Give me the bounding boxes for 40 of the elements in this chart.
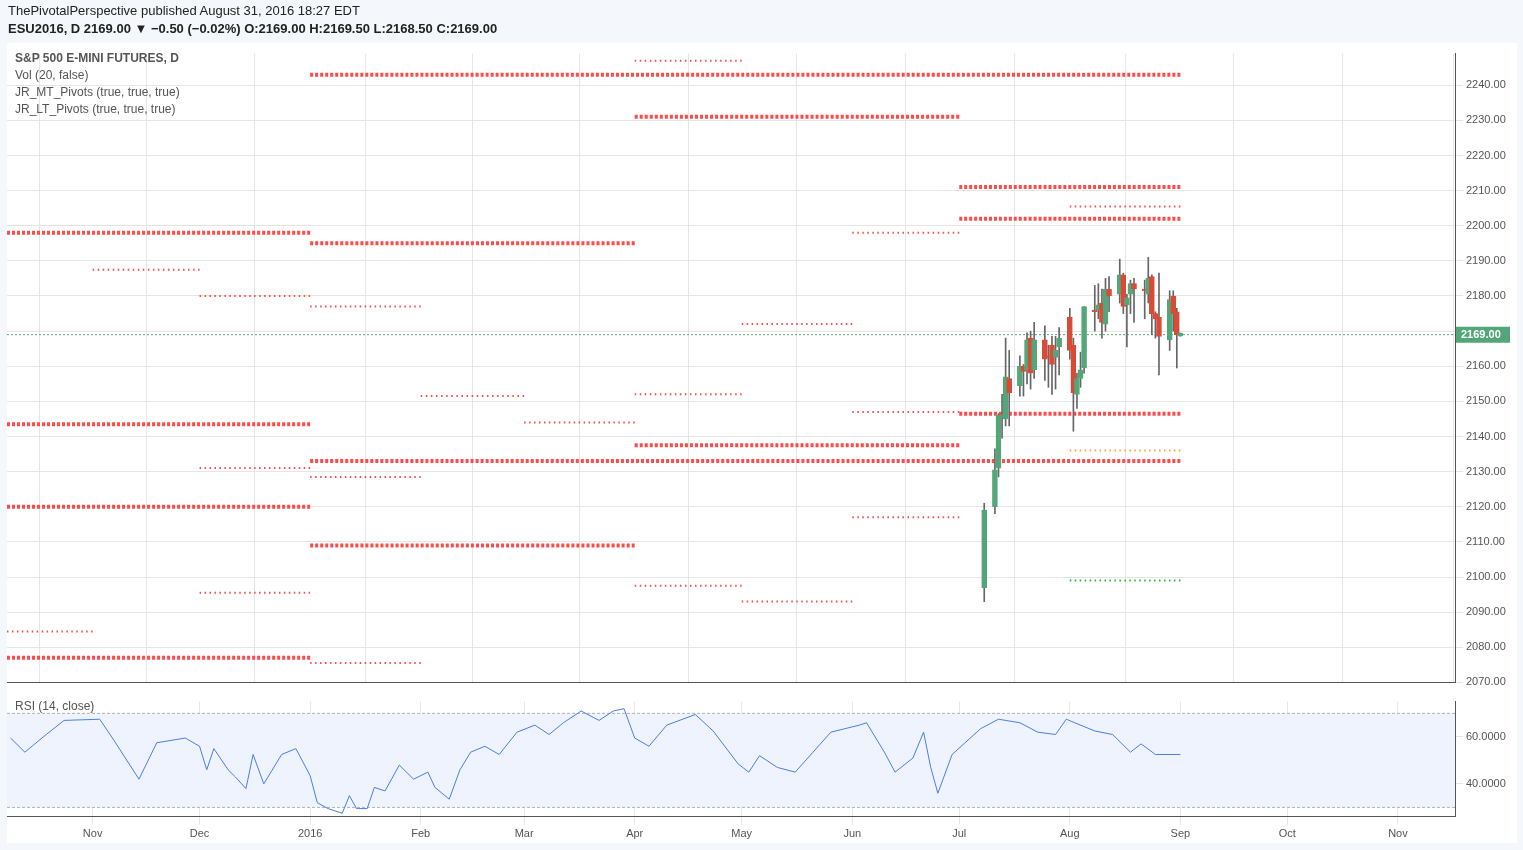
y-tick-label: 2210.00 bbox=[1466, 183, 1506, 196]
y-tick-label: 2110.00 bbox=[1466, 534, 1505, 547]
x-tick-label: Apr bbox=[626, 827, 644, 840]
y-tick-label: 2130.00 bbox=[1466, 464, 1506, 477]
x-tick-label: Sep bbox=[1170, 827, 1191, 840]
chart-title: ThePivotalPerspective published August 31, 2016 18:27 EDT bbox=[8, 3, 360, 18]
y-tick-label: 2150.00 bbox=[1466, 394, 1506, 407]
x-tick-label: Feb bbox=[411, 827, 431, 840]
x-tick-label: Jul bbox=[952, 827, 967, 840]
x-tick-label: 2016 bbox=[297, 827, 323, 840]
y-tick-label: 2230.00 bbox=[1466, 113, 1506, 126]
x-tick-label: Jun bbox=[843, 827, 862, 840]
y-tick-label: 2180.00 bbox=[1466, 289, 1506, 302]
chart-title: RSI (14, close) bbox=[15, 698, 95, 715]
chart-subtitle: ESU2016, D 2169.00 ▼ −0.50 (−0.02%) O:2169.00 H:2169.50 L:2168.50 C:2169.00 bbox=[8, 21, 498, 36]
annotation: Vol (20, false) bbox=[15, 67, 90, 84]
y-tick-label: 2160.00 bbox=[1466, 359, 1506, 372]
y-tick-label: 2090.00 bbox=[1466, 605, 1506, 618]
annotation: JR_MT_Pivots (true, true, true) bbox=[15, 84, 180, 101]
x-tick-label: Mar bbox=[514, 827, 534, 840]
x-tick-label: Nov bbox=[82, 827, 103, 840]
y-tick-label: 2120.00 bbox=[1466, 499, 1506, 512]
y-tick-label: 2080.00 bbox=[1466, 640, 1506, 653]
y-tick-label: 2190.00 bbox=[1466, 253, 1506, 266]
x-tick-label: Aug bbox=[1060, 827, 1080, 840]
annotation: S&P 500 E-MINI FUTURES, D bbox=[15, 50, 180, 67]
y-tick-label: 2240.00 bbox=[1466, 78, 1506, 91]
x-tick-label: Nov bbox=[1388, 827, 1409, 840]
y-tick-label: 2070.00 bbox=[1466, 675, 1506, 688]
y-tick-label: 40.0000 bbox=[1466, 776, 1506, 789]
y-tick-label: 2140.00 bbox=[1466, 429, 1506, 442]
x-tick-label: Oct bbox=[1278, 827, 1296, 840]
x-tick-label: Dec bbox=[189, 827, 210, 840]
y-tick-label: 2100.00 bbox=[1466, 570, 1506, 583]
ref-line-label: 2169.00 bbox=[1461, 327, 1501, 340]
annotation: JR_LT_Pivots (true, true, true) bbox=[15, 101, 177, 118]
x-tick-label: May bbox=[731, 827, 753, 840]
y-tick-label: 2200.00 bbox=[1466, 218, 1506, 231]
y-tick-label: 60.0000 bbox=[1466, 729, 1506, 742]
y-tick-label: 2220.00 bbox=[1466, 148, 1506, 161]
